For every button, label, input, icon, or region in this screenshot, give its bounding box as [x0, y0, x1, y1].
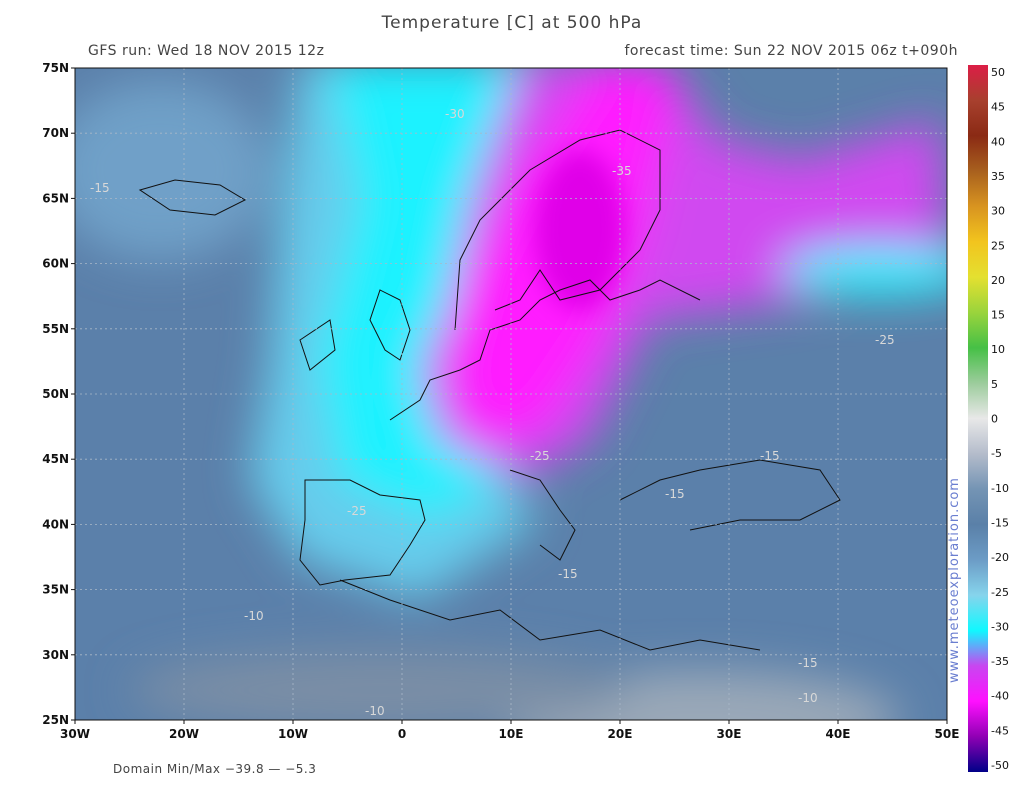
contour-label: -35 — [612, 164, 632, 178]
lat-label: 55N — [42, 322, 69, 336]
colorbar-label: -50 — [991, 759, 1009, 772]
contour-label: -10 — [244, 609, 264, 623]
colorbar-label: -35 — [991, 655, 1009, 668]
lat-label: 70N — [42, 126, 69, 140]
colorbar-label: -15 — [991, 516, 1009, 529]
lat-label: 75N — [42, 61, 69, 75]
contour-label: -15 — [558, 567, 578, 581]
coastlines — [138, 129, 841, 651]
colorbar-label: -40 — [991, 690, 1009, 703]
lon-label: 50E — [935, 727, 960, 741]
contour-label: -15 — [798, 656, 818, 670]
lon-label: 30E — [717, 727, 742, 741]
title: Temperature [C] at 500 hPa — [381, 13, 643, 33]
colorbar-label: 15 — [991, 309, 1005, 322]
colorbar-label: 40 — [991, 135, 1005, 148]
lat-label: 40N — [42, 517, 69, 531]
colorbar-label: -5 — [991, 447, 1002, 460]
colorbar-label: 35 — [991, 170, 1005, 183]
colorbar-label: 20 — [991, 274, 1005, 287]
colorbar-label: 5 — [991, 378, 998, 391]
colorbar-label: 30 — [991, 205, 1005, 218]
contour-labels: -30 -15 -35 -25 -15 -15 -25 -15 -10 -10 … — [90, 107, 895, 718]
colorbar — [968, 65, 988, 772]
contour-label: -15 — [760, 449, 780, 463]
colorbar-label: -30 — [991, 620, 1009, 633]
contour-label: -10 — [798, 691, 818, 705]
contour-label: -30 — [445, 107, 465, 121]
colorbar-label: -20 — [991, 551, 1009, 564]
colorbar-label: -25 — [991, 586, 1009, 599]
contour-label: -15 — [90, 181, 110, 195]
lat-label: 65N — [42, 191, 69, 205]
temperature-field: -30 -15 -35 -25 -15 -15 -25 -15 -10 -10 … — [75, 68, 947, 720]
lon-label: 20E — [608, 727, 633, 741]
lat-label: 60N — [42, 257, 69, 271]
colorbar-labels: 50454035302520151050-5-10-15-20-25-30-35… — [991, 66, 1009, 772]
lat-label: 30N — [42, 648, 69, 662]
lat-label: 25N — [42, 713, 69, 727]
contour-label: -10 — [365, 704, 385, 718]
contour-label: -25 — [875, 333, 895, 347]
lon-label: 40E — [826, 727, 851, 741]
contour-label: -15 — [665, 487, 685, 501]
lat-label: 35N — [42, 583, 69, 597]
domain-minmax: Domain Min/Max −39.8 — −5.3 — [113, 762, 316, 776]
lon-label: 20W — [169, 727, 199, 741]
contour-label: -25 — [347, 504, 367, 518]
colorbar-label: 25 — [991, 239, 1005, 252]
lon-label: 10W — [278, 727, 308, 741]
graticule — [75, 68, 947, 720]
colorbar-label: 45 — [991, 101, 1005, 114]
colorbar-label: -45 — [991, 724, 1009, 737]
lon-label: 10E — [499, 727, 524, 741]
colorbar-label: 10 — [991, 343, 1005, 356]
colorbar-label: 50 — [991, 66, 1005, 79]
lon-label: 30W — [60, 727, 90, 741]
lat-label: 50N — [42, 387, 69, 401]
lat-label: 45N — [42, 452, 69, 466]
lon-label: 0 — [398, 727, 406, 741]
forecast-time: forecast time: Sun 22 NOV 2015 06z t+090… — [625, 43, 959, 59]
watermark: www.meteoexploration.com — [947, 477, 962, 683]
colorbar-label: 0 — [991, 413, 998, 426]
contour-label: -25 — [530, 449, 550, 463]
run-info: GFS run: Wed 18 NOV 2015 12z — [88, 43, 324, 59]
colorbar-label: -10 — [991, 482, 1009, 495]
